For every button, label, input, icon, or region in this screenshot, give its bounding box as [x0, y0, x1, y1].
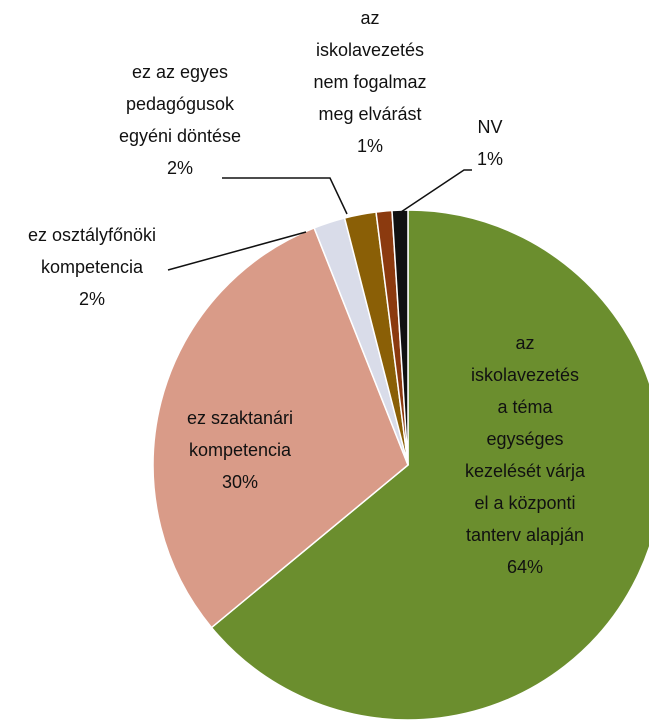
value-label: 1%: [356, 136, 383, 156]
category-label: ez az egyes pedagógusok egyéni döntése: [118, 62, 242, 146]
value-label: 30%: [221, 472, 259, 492]
category-label: ez osztályfőnöki kompetencia: [27, 225, 157, 277]
slice-label: ez osztályfőnöki kompetencia 2%: [12, 219, 172, 315]
pie-slice: [152, 226, 409, 629]
value-label: 1%: [476, 149, 503, 169]
category-label: NV: [477, 117, 503, 137]
slice-label: NV 1%: [460, 111, 520, 175]
slice-label: ez az egyes pedagógusok egyéni döntése 2%: [105, 56, 255, 184]
slice-label: ez szaktanári kompetencia 30%: [165, 402, 315, 498]
pie-slice: [391, 209, 409, 466]
category-label: az iskolavezetés nem fogalmaz meg elvárá…: [313, 8, 427, 124]
slice-label: az iskolavezetés nem fogalmaz meg elvárá…: [305, 2, 435, 162]
leader-line: [400, 169, 472, 213]
value-label: 64%: [506, 557, 544, 577]
value-label: 2%: [78, 289, 105, 309]
leader-line: [167, 231, 307, 271]
leader-line: [222, 177, 348, 215]
pie-slice: [210, 209, 649, 721]
category-label: ez szaktanári kompetencia: [186, 408, 294, 460]
value-label: 2%: [166, 158, 193, 178]
slice-label: az iskolavezetés a téma egységes kezelés…: [464, 327, 586, 583]
category-label: az iskolavezetés a téma egységes kezelés…: [464, 333, 586, 545]
